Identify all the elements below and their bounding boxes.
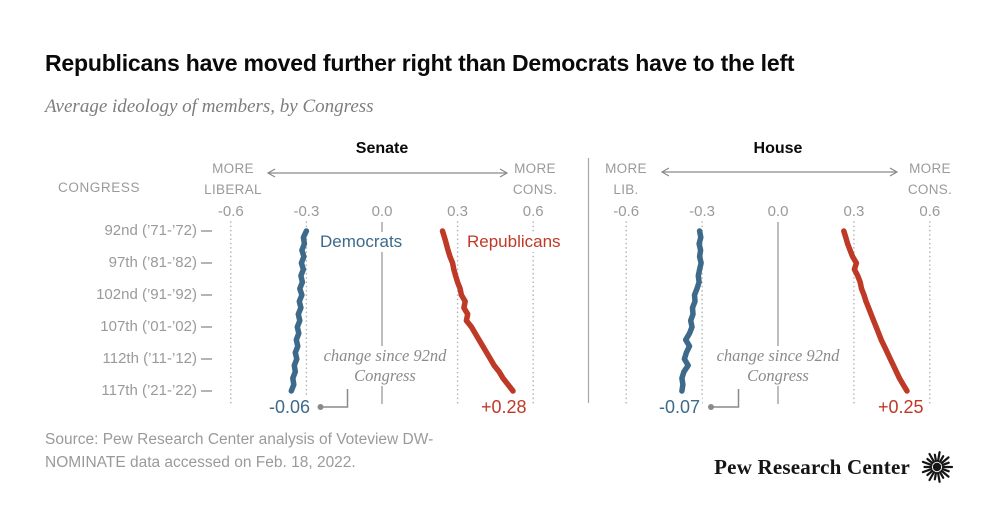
x-axis-tick-label: 0.3 (447, 203, 469, 220)
x-axis-tick-label: 0.6 (919, 203, 941, 220)
x-axis-tick-label: 0.0 (371, 203, 393, 220)
senate-dem-change-value: -0.06 (267, 397, 313, 418)
x-axis-tick-label: -0.6 (217, 203, 244, 220)
legend-democrats: Democrats (318, 232, 405, 252)
congress-row-label: 107th (’01-’02) (100, 318, 197, 335)
senate-change-note: change since 92nd Congress (320, 346, 450, 386)
congress-row-label: 112th (’11-’12) (102, 350, 198, 367)
congress-row-label: 92nd (’71-’72) (104, 222, 197, 239)
senate-rep-change-value: +0.28 (479, 397, 529, 418)
x-axis-tick-label: 0.0 (767, 203, 789, 220)
congress-row-label: 97th (’81-’82) (108, 254, 197, 271)
senate-more-liberal-label: MORE LIBERAL (204, 161, 262, 197)
legend-republicans: Republicans (465, 232, 563, 252)
congress-axis-header: CONGRESS (58, 180, 141, 195)
house-dem-change-value: -0.07 (657, 397, 703, 418)
house-change-note: change since 92nd Congress (713, 346, 843, 386)
x-axis-tick-label: -0.3 (689, 203, 716, 220)
house-panel-title: House (753, 140, 803, 157)
house-more-lib-label: MORE LIB. (605, 161, 647, 197)
senate-panel-title: Senate (355, 140, 409, 157)
house-more-cons-label: MORE CONS. (907, 161, 953, 197)
x-axis-tick-label: -0.6 (613, 203, 640, 220)
x-axis-tick-label: 0.3 (843, 203, 865, 220)
x-axis-tick-label: -0.3 (293, 203, 320, 220)
house-rep-change-value: +0.25 (876, 397, 926, 418)
senate-more-cons-label: MORE CONS. (512, 161, 558, 197)
page-subtitle: Average ideology of members, by Congress (45, 96, 374, 117)
congress-row-label: 102nd (’91-’92) (96, 286, 197, 303)
x-axis-tick-label: 0.6 (522, 203, 544, 220)
congress-row-label: 117th (’21-’22) (101, 382, 197, 399)
page-title: Republicans have moved further right tha… (45, 50, 795, 76)
pew-starburst-icon (921, 451, 954, 483)
pew-logo: Pew Research Center (714, 450, 954, 484)
pew-logo-text: Pew Research Center (714, 454, 910, 479)
source-note: Source: Pew Research Center analysis of … (45, 431, 434, 471)
